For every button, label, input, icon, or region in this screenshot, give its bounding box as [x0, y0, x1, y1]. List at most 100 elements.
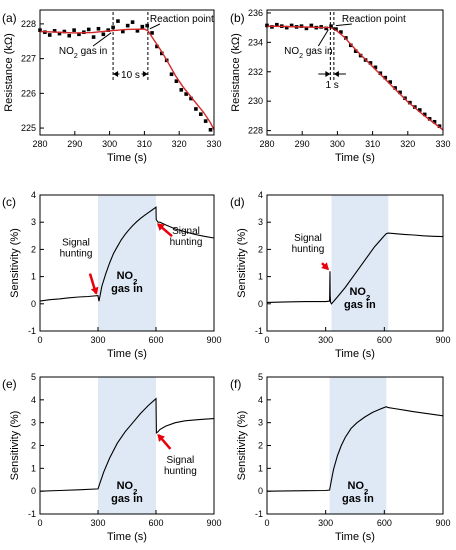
data-point [169, 72, 174, 77]
data-point [96, 26, 101, 31]
y-tick-label: 0 [31, 299, 36, 309]
data-point [179, 88, 184, 92]
data-point [116, 19, 120, 23]
signal-hunting-label: Signal hunting [292, 233, 325, 255]
data-point [408, 100, 412, 105]
data-point [388, 80, 392, 84]
data-point [284, 25, 289, 30]
x-tick-label: 900 [435, 518, 450, 528]
data-point [378, 71, 383, 76]
y-tick-label: -1 [255, 326, 263, 336]
x-tick-label: 300 [330, 139, 345, 149]
no-text: NO [349, 286, 366, 298]
plot-frame [39, 9, 215, 136]
gas-in-text: gas in [342, 493, 374, 505]
x-tick-label: 280 [259, 139, 274, 149]
x-tick-label: 600 [148, 335, 163, 345]
span-label: 10 s [121, 70, 140, 81]
data-point [189, 96, 193, 101]
subscript-2: 2 [299, 53, 303, 60]
gas-in-label: NO2 gas in [344, 286, 376, 311]
gas-in-label: NO2 gas in [111, 480, 143, 505]
gas-in-text: gas in [111, 283, 143, 295]
panel-label: (b) [230, 11, 245, 25]
subscript-2: 2 [366, 293, 370, 302]
y-tick-label: 3 [31, 418, 36, 428]
panel-label: (a) [2, 11, 17, 25]
plot-frame [266, 194, 444, 332]
data-point [57, 31, 62, 36]
panel-a: (a) 280 290 300 310 320 330 225 226 227 228 Time (s… [2, 9, 222, 164]
data-point [174, 79, 179, 83]
label-line: Signal [166, 455, 194, 466]
y-tick-label: -1 [255, 509, 263, 519]
y-tick-label: 4 [31, 190, 36, 200]
gas-in-annotation: NO2 gas in [284, 46, 332, 60]
x-tick-label: 300 [102, 139, 117, 149]
plot-frame [266, 9, 444, 136]
data-point [77, 32, 81, 37]
y-tick-label: 236 [248, 8, 263, 18]
subscript-2: 2 [74, 53, 78, 60]
annotation-arrow [317, 29, 329, 47]
y-tick-label: 1 [258, 272, 263, 282]
data-point [398, 90, 402, 95]
label-line: hunting [292, 244, 325, 255]
data-point [155, 44, 159, 49]
data-point [304, 26, 309, 31]
x-tick-label: 330 [435, 139, 450, 149]
signal-hunting-label: Signal hunting [170, 226, 203, 248]
x-tick-label: 0 [264, 518, 269, 528]
y-tick-label: 5 [258, 372, 263, 382]
x-axis-label: Time (s) [335, 348, 375, 360]
y-tick-label: 225 [21, 123, 36, 133]
data-point [437, 124, 442, 128]
y-tick-label: 2 [31, 244, 36, 254]
x-axis-label: Time (s) [335, 152, 375, 164]
data-point [353, 49, 358, 53]
data-point [299, 24, 304, 28]
x-tick-label: 0 [37, 518, 42, 528]
data-point [417, 108, 422, 112]
x-tick-label: 600 [148, 518, 163, 528]
series-line [266, 406, 444, 492]
y-tick-label: 1 [31, 272, 36, 282]
signal-hunting-label: Signal hunting [164, 455, 197, 477]
data-point [194, 107, 198, 111]
x-axis-label: Time (s) [107, 531, 147, 543]
panel-b: (b) 280 290 300 310 320 330 228 230 232 234 236 Time… [230, 8, 451, 164]
y-tick-label: 1 [258, 463, 263, 473]
x-tick-label: 320 [172, 139, 187, 149]
y-tick-label: 0 [258, 299, 263, 309]
panel-label: (c) [2, 195, 16, 209]
gas-in-region [329, 377, 387, 514]
series-line [39, 397, 215, 492]
data-point [329, 24, 333, 28]
no-text: NO [284, 46, 299, 57]
data-point [393, 86, 397, 90]
data-point [86, 27, 91, 32]
arrow-head [157, 223, 165, 231]
y-tick-label: 3 [258, 217, 263, 227]
y-tick-label: 2 [258, 441, 263, 451]
annotation-arrow [92, 32, 112, 47]
y-axis-label: Sensitivity (%) [236, 228, 248, 298]
data-point [309, 23, 314, 28]
x-tick-label: 600 [377, 518, 392, 528]
gas-in-text: gas in [344, 299, 376, 311]
data-point [130, 20, 135, 24]
y-axis-label: Sensitivity (%) [9, 411, 21, 481]
y-tick-label: -1 [28, 326, 36, 336]
y-tick-label: 2 [258, 244, 263, 254]
gas-in-label: NO2 gas in [342, 480, 374, 505]
y-tick-label: 230 [248, 96, 263, 106]
gas-in-region [331, 195, 389, 331]
y-tick-label: 0 [31, 486, 36, 496]
plot-frame [266, 376, 444, 515]
y-axis-label: Resistance (kΩ) [230, 33, 242, 112]
y-tick-label: 5 [31, 372, 36, 382]
label-line: Signal [172, 226, 200, 237]
